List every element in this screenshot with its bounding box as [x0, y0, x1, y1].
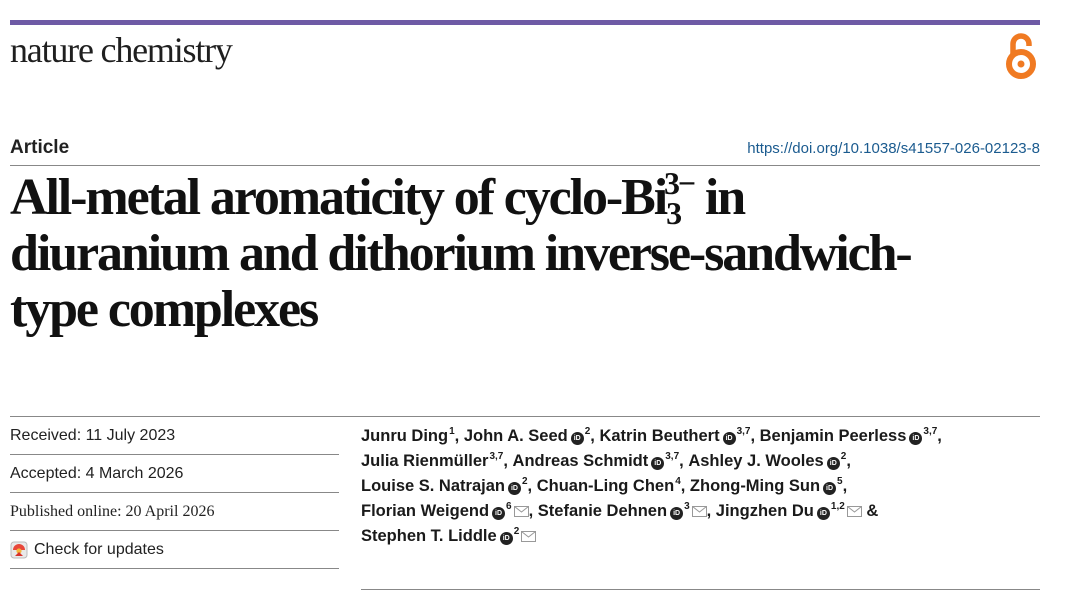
author-name[interactable]: Zhong-Ming Sun — [689, 477, 821, 495]
author-affiliation: 2 — [584, 426, 591, 437]
envelope-icon[interactable] — [521, 531, 537, 542]
author-entry: Stefanie Dehnen iD3, — [538, 502, 716, 520]
orcid-icon[interactable]: iD — [670, 507, 684, 520]
title-line1-text: All-metal aromaticity of cyclo-Bi — [10, 169, 668, 226]
author-separator: , — [937, 427, 942, 445]
author-name[interactable]: Chuan-Ling Chen — [536, 477, 675, 495]
article-type-label: Article — [10, 137, 70, 158]
author-separator: , — [706, 502, 716, 520]
received-date: Received: 11 July 2023 — [10, 417, 339, 455]
accepted-date: Accepted: 4 March 2026 — [10, 455, 339, 493]
author-separator: , — [454, 427, 464, 445]
author-entry: Chuan-Ling Chen4, — [536, 476, 690, 496]
author-name[interactable]: Florian Weigend — [361, 502, 490, 520]
author-separator: , — [842, 477, 848, 495]
author-affiliation: 2 — [513, 526, 520, 537]
author-affiliation: 2 — [521, 476, 528, 487]
envelope-icon[interactable] — [846, 506, 862, 517]
author-separator: , — [590, 427, 600, 445]
author-entry: Florian Weigend iD6, — [361, 502, 538, 520]
author-entry: Junru Ding1, — [361, 426, 464, 446]
journal-accent-bar — [10, 20, 1040, 25]
author-affiliation: 3,7 — [923, 426, 938, 437]
author-affiliation: 3,7 — [736, 426, 751, 437]
title-line1-end: in — [694, 169, 746, 226]
author-affiliation: 3,7 — [489, 451, 504, 462]
author-separator: , — [680, 477, 690, 495]
orcid-icon[interactable]: iD — [909, 432, 923, 445]
divider — [10, 165, 1040, 166]
author-name[interactable]: Junru Ding — [361, 427, 449, 445]
author-entry: Julia Rienmüller3,7, — [361, 451, 513, 471]
author-entry: Louise S. Natrajan iD2, — [361, 477, 537, 495]
article-title: All-metal aromaticity of cyclo-Bi33− in d… — [10, 167, 1060, 338]
author-name[interactable]: Benjamin Peerless — [759, 427, 907, 445]
author-separator: , — [528, 502, 538, 520]
author-affiliation: 4 — [675, 476, 681, 487]
author-affiliation: 1 — [449, 426, 455, 437]
author-entry: John A. Seed iD2, — [464, 427, 600, 445]
title-subscript: 3 — [666, 195, 682, 231]
author-entry: Ashley J. Wooles iD2, — [688, 452, 851, 470]
author-list: Junru Ding1, John A. Seed iD2, Katrin Beu… — [361, 424, 1041, 549]
article-dates-panel: Received: 11 July 2023 Accepted: 4 March… — [10, 417, 339, 569]
author-entry: Jingzhen Du iD1,2 & — [715, 501, 879, 520]
author-name[interactable]: Stefanie Dehnen — [537, 502, 668, 520]
check-for-updates-label: Check for updates — [34, 540, 164, 558]
author-name[interactable]: Jingzhen Du — [715, 502, 814, 520]
check-for-updates-button[interactable]: Check for updates — [10, 531, 339, 569]
author-name[interactable]: John A. Seed — [463, 427, 568, 445]
title-superscript: 3− — [663, 165, 696, 201]
author-entry: Benjamin Peerless iD3,7, — [760, 427, 942, 445]
orcid-icon[interactable]: iD — [570, 432, 584, 445]
orcid-icon[interactable]: iD — [507, 482, 521, 495]
envelope-icon[interactable] — [691, 506, 707, 517]
orcid-icon[interactable]: iD — [492, 507, 506, 520]
author-affiliation: 3,7 — [665, 451, 680, 462]
author-name[interactable]: Stephen T. Liddle — [361, 527, 497, 545]
author-separator: & — [861, 502, 879, 520]
author-name[interactable]: Louise S. Natrajan — [361, 477, 505, 495]
doi-link[interactable]: https://doi.org/10.1038/s41557-026-02123… — [747, 140, 1040, 157]
author-affiliation: 2 — [840, 451, 847, 462]
orcid-icon[interactable]: iD — [816, 507, 830, 520]
divider — [361, 589, 1040, 590]
orcid-icon[interactable]: iD — [722, 432, 736, 445]
journal-name[interactable]: nature chemistry — [10, 30, 233, 70]
author-separator: , — [679, 452, 689, 470]
divider — [10, 416, 1040, 417]
author-affiliation: 6 — [506, 501, 512, 512]
author-entry: Katrin Beuthert iD3,7, — [599, 427, 759, 445]
orcid-icon[interactable]: iD — [499, 532, 513, 545]
author-affiliation: 1,2 — [830, 501, 845, 512]
orcid-icon[interactable]: iD — [651, 457, 665, 470]
title-line2: diuranium and dithorium inverse-sandwich… — [10, 225, 913, 282]
title-line3: type complexes — [10, 281, 319, 338]
author-entry: Andreas Schmidt iD3,7, — [513, 452, 689, 470]
author-separator: , — [750, 427, 760, 445]
author-entry: Zhong-Ming Sun iD5, — [690, 477, 847, 495]
author-separator: , — [527, 477, 537, 495]
orcid-icon[interactable]: iD — [826, 457, 840, 470]
author-affiliation: 3 — [684, 501, 690, 512]
author-affiliation: 5 — [837, 476, 843, 487]
open-access-lock-icon[interactable] — [1003, 30, 1039, 80]
author-name[interactable]: Katrin Beuthert — [599, 427, 720, 445]
published-date: Published online: 20 April 2026 — [10, 493, 339, 531]
author-name[interactable]: Julia Rienmüller — [361, 452, 489, 470]
orcid-icon[interactable]: iD — [823, 482, 837, 495]
author-name[interactable]: Andreas Schmidt — [512, 452, 649, 470]
envelope-icon[interactable] — [513, 506, 529, 517]
author-separator: , — [503, 452, 513, 470]
author-separator: , — [846, 452, 851, 470]
check-for-updates-icon — [10, 541, 28, 558]
author-entry: Stephen T. Liddle iD2 — [361, 526, 537, 545]
author-name[interactable]: Ashley J. Wooles — [688, 452, 824, 470]
